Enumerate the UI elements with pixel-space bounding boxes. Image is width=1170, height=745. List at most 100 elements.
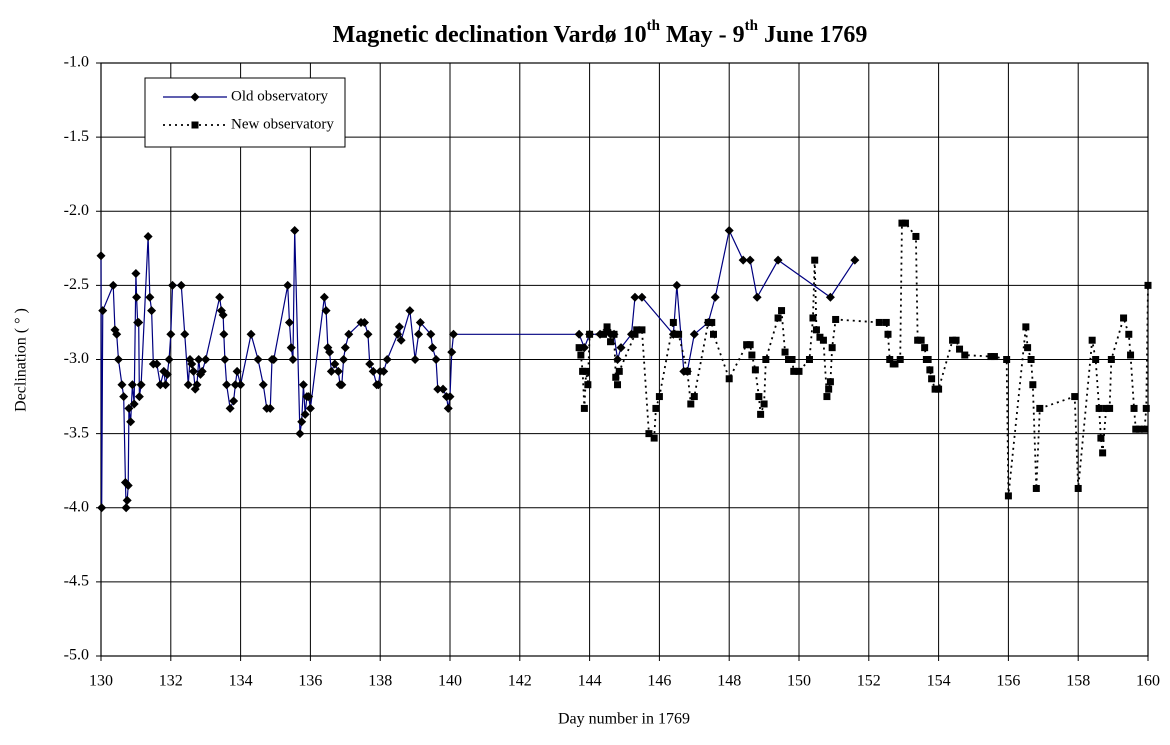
x-tick-label: 158 bbox=[1066, 673, 1090, 690]
marker bbox=[1142, 404, 1150, 412]
marker bbox=[1125, 330, 1133, 338]
marker bbox=[875, 318, 883, 326]
legend-marker bbox=[191, 121, 199, 129]
chart-title: Magnetic declination Vardø 10th May - 9t… bbox=[333, 18, 868, 47]
x-tick-label: 148 bbox=[717, 673, 741, 690]
marker bbox=[321, 306, 331, 316]
marker bbox=[755, 393, 763, 401]
marker bbox=[819, 336, 827, 344]
marker bbox=[882, 318, 890, 326]
marker bbox=[124, 403, 134, 413]
marker bbox=[229, 396, 239, 406]
marker bbox=[134, 392, 144, 402]
marker bbox=[751, 366, 759, 374]
y-tick-label: -3.0 bbox=[64, 350, 89, 367]
marker bbox=[448, 329, 458, 339]
marker bbox=[305, 403, 315, 413]
marker bbox=[288, 355, 298, 364]
marker bbox=[188, 366, 198, 376]
marker bbox=[126, 417, 136, 427]
marker bbox=[760, 400, 768, 408]
marker bbox=[180, 329, 190, 339]
marker bbox=[809, 314, 817, 322]
marker bbox=[162, 369, 172, 379]
marker bbox=[610, 330, 618, 338]
marker bbox=[637, 292, 647, 302]
marker bbox=[168, 280, 178, 290]
marker bbox=[197, 366, 207, 376]
marker bbox=[1071, 393, 1079, 401]
marker bbox=[187, 359, 197, 369]
marker bbox=[926, 366, 934, 374]
y-tick-label: -2.0 bbox=[64, 202, 89, 219]
marker bbox=[201, 355, 211, 364]
marker bbox=[97, 503, 107, 513]
marker bbox=[121, 503, 131, 513]
marker bbox=[825, 292, 835, 302]
marker bbox=[724, 226, 734, 236]
marker bbox=[405, 306, 415, 316]
y-tick-label: -2.5 bbox=[64, 276, 89, 293]
marker bbox=[236, 380, 246, 390]
marker bbox=[912, 232, 920, 240]
marker bbox=[689, 329, 699, 339]
marker bbox=[1024, 344, 1032, 352]
marker bbox=[218, 310, 228, 320]
marker bbox=[192, 380, 202, 390]
marker bbox=[98, 306, 108, 316]
marker bbox=[655, 393, 663, 401]
x-tick-label: 154 bbox=[927, 673, 951, 690]
marker bbox=[687, 400, 695, 408]
marker bbox=[433, 384, 443, 394]
marker bbox=[896, 356, 904, 363]
marker bbox=[134, 317, 144, 327]
marker bbox=[112, 329, 122, 339]
marker bbox=[447, 347, 457, 357]
marker bbox=[368, 366, 378, 376]
marker bbox=[363, 329, 373, 339]
marker bbox=[952, 336, 960, 344]
marker bbox=[219, 329, 229, 339]
x-tick-label: 146 bbox=[647, 673, 671, 690]
marker bbox=[393, 329, 403, 339]
marker bbox=[582, 367, 590, 375]
marker bbox=[956, 345, 964, 353]
marker bbox=[108, 280, 118, 290]
marker bbox=[136, 380, 146, 390]
marker bbox=[225, 403, 235, 413]
x-tick-label: 142 bbox=[508, 673, 532, 690]
marker bbox=[577, 351, 585, 359]
marker bbox=[286, 343, 296, 353]
y-tick-label: -4.0 bbox=[64, 498, 89, 515]
title-part: May - 9 bbox=[660, 22, 745, 48]
marker bbox=[748, 351, 756, 359]
marker bbox=[445, 392, 455, 402]
marker bbox=[129, 399, 139, 409]
marker bbox=[283, 280, 293, 290]
marker bbox=[586, 330, 594, 338]
marker bbox=[1074, 484, 1082, 492]
marker bbox=[805, 356, 813, 363]
marker bbox=[113, 355, 123, 364]
marker bbox=[304, 392, 314, 402]
marker bbox=[1141, 425, 1149, 433]
y-tick-label: -1.5 bbox=[64, 128, 89, 145]
y-tick-label: -4.5 bbox=[64, 573, 89, 590]
marker bbox=[410, 355, 420, 364]
marker bbox=[603, 323, 611, 331]
title-part: th bbox=[745, 18, 759, 34]
marker bbox=[928, 375, 936, 383]
marker bbox=[443, 403, 453, 413]
marker bbox=[1003, 356, 1011, 363]
marker bbox=[194, 355, 204, 364]
marker bbox=[438, 384, 448, 394]
marker bbox=[119, 392, 129, 402]
y-tick-label: -5.0 bbox=[64, 647, 89, 664]
marker bbox=[161, 380, 171, 390]
marker bbox=[631, 330, 639, 338]
marker bbox=[297, 417, 307, 427]
x-tick-label: 136 bbox=[298, 673, 322, 690]
x-tick-label: 130 bbox=[89, 673, 113, 690]
marker bbox=[339, 355, 349, 364]
marker bbox=[147, 306, 157, 316]
